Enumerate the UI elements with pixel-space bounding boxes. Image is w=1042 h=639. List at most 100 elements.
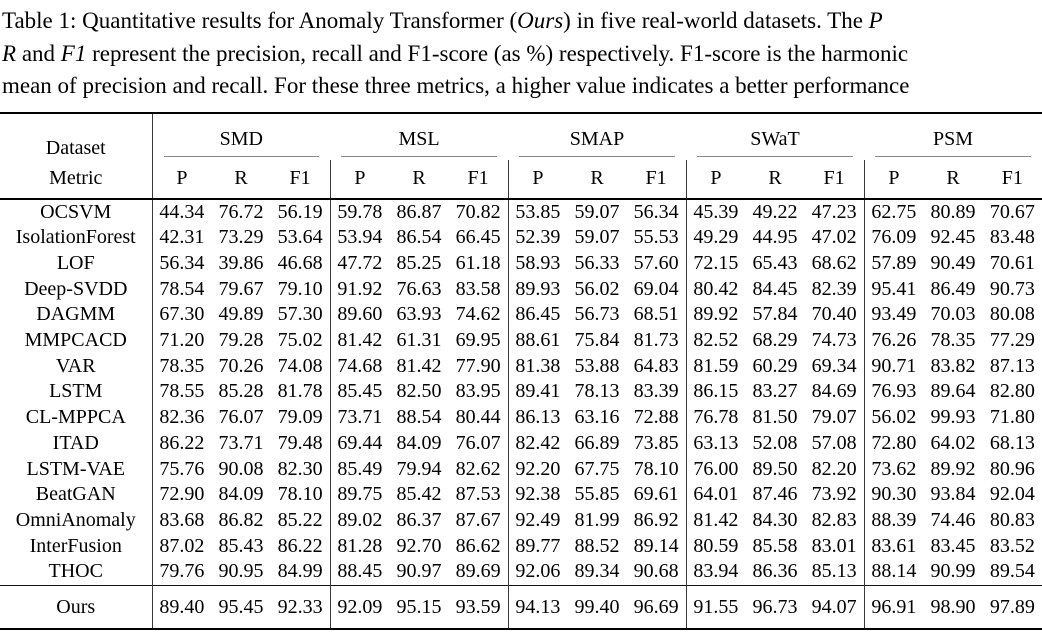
metric-value: 89.02	[329, 507, 390, 534]
metric-value: 73.85	[633, 431, 679, 454]
metric-value: 92.06	[507, 559, 568, 586]
metric-value: 99.93	[930, 406, 976, 429]
metric-value: 70.26	[218, 354, 264, 377]
table-row: InterFusion 87.02 85.43 86.22 81.28 92.70 86.6…	[0, 533, 1042, 560]
caption-text: mean of precision and recall. For these …	[2, 73, 910, 98]
group-header-psm: PSM	[864, 111, 1042, 160]
metric-f1: F1	[448, 159, 509, 200]
metric-value: 93.84	[930, 483, 976, 506]
metric-value: 81.73	[633, 329, 679, 352]
group-name: SMAP	[569, 127, 625, 150]
metric-value: 90.08	[218, 457, 264, 480]
caption-text: and	[16, 40, 61, 66]
metric-value: 81.38	[507, 353, 568, 380]
metric-value: 56.33	[574, 251, 620, 274]
group-name: MSL	[398, 127, 440, 150]
metric-value: 74.73	[811, 329, 857, 352]
metric-value: 99.40	[567, 585, 627, 631]
metric-value: 79.09	[277, 406, 323, 429]
caption-text: ) in five real-world datasets. The	[563, 8, 869, 33]
metric-value: 80.89	[930, 200, 976, 223]
cmidrule	[341, 155, 498, 157]
metric-value: 86.49	[930, 277, 976, 300]
metric-value: 90.73	[989, 277, 1035, 300]
metric-value: 86.87	[396, 200, 442, 223]
metric-value: 56.02	[863, 405, 924, 431]
table-caption: Table 1: Quantitative results for Anomal…	[0, 0, 1042, 112]
caption-text: Table 1: Quantitative results for Anomal…	[2, 8, 518, 33]
metric-value: 95.15	[389, 585, 449, 631]
group-header-swat: SWaT	[686, 111, 864, 160]
table-row: LOF 56.34 39.86 46.68 47.72 85.25 61.18 58.93 56…	[0, 250, 1042, 277]
metric-value: 78.35	[151, 353, 212, 380]
method-name: MMPCACD	[0, 328, 153, 354]
metric-value: 71.80	[989, 406, 1035, 429]
metric-value: 82.80	[989, 380, 1035, 403]
metric-value: 75.02	[277, 329, 323, 352]
metric-value: 63.16	[574, 406, 620, 429]
metric-value: 89.69	[455, 560, 501, 583]
metric-value: 52.08	[752, 431, 798, 454]
metric-value: 83.48	[989, 226, 1035, 249]
metric-value: 70.03	[930, 303, 976, 326]
metric-value: 86.54	[396, 226, 442, 249]
metric-value: 79.94	[396, 457, 442, 480]
metric-value: 80.83	[989, 508, 1035, 531]
metric-value: 95.45	[211, 585, 271, 631]
metric-value: 78.35	[930, 329, 976, 352]
cmidrule	[875, 155, 1031, 157]
metric-value: 88.52	[574, 534, 620, 557]
table-row: DAGMM 67.30 49.89 57.30 89.60 63.93 74.62 86.45…	[0, 302, 1042, 329]
metric-value: 72.88	[633, 406, 679, 429]
group-name: SWaT	[750, 127, 800, 150]
metric-value: 56.19	[277, 200, 323, 223]
table-footer: Ours 89.40 95.45 92.33 92.09 95.15 93.59 94.13 9…	[0, 585, 1042, 631]
table-header: Dataset SMD MSL SMAP SWaT PSM Metric P R…	[0, 111, 1042, 200]
metric-value: 84.09	[218, 483, 264, 506]
metric-value: 70.82	[455, 200, 501, 223]
metric-value: 88.54	[396, 406, 442, 429]
metric-value: 83.95	[455, 380, 501, 403]
metric-value: 80.96	[989, 457, 1035, 480]
metric-value: 55.53	[633, 226, 679, 249]
metric-value: 55.85	[574, 483, 620, 506]
table-row: VAR 78.35 70.26 74.08 74.68 81.42 77.90 81.38 53…	[0, 353, 1042, 380]
method-name: OCSVM	[0, 198, 153, 226]
metric-value: 94.07	[804, 585, 864, 631]
metric-value: 78.54	[151, 276, 212, 303]
metric-value: 89.92	[930, 457, 976, 480]
metric-value: 85.42	[396, 483, 442, 506]
metric-value: 79.10	[277, 277, 323, 300]
metric-value: 83.39	[633, 380, 679, 403]
metric-value: 57.84	[752, 303, 798, 326]
metric-f1: F1	[270, 159, 331, 200]
metric-value: 81.42	[329, 328, 390, 354]
metric-value: 84.30	[752, 508, 798, 531]
cmidrule	[519, 155, 676, 157]
metric-value: 94.13	[507, 585, 568, 631]
metric-value: 92.70	[396, 534, 442, 557]
method-name: VAR	[0, 353, 153, 380]
metric-value: 81.59	[685, 353, 746, 380]
metric-value: 84.45	[752, 277, 798, 300]
metric-value: 91.55	[685, 585, 746, 631]
metric-value: 92.20	[507, 456, 568, 483]
metric-value: 76.09	[863, 225, 924, 251]
metric-value: 57.08	[811, 431, 857, 454]
metric-value: 89.54	[989, 560, 1035, 583]
method-name: THOC	[0, 559, 153, 586]
metric-value: 86.22	[277, 534, 323, 557]
metric-value: 86.82	[218, 508, 264, 531]
metric-value: 88.61	[507, 328, 568, 354]
metric-value: 93.59	[448, 585, 509, 631]
cmidrule	[697, 155, 853, 157]
caption-line-3: mean of precision and recall. For these …	[2, 70, 1042, 103]
metric-value: 87.46	[752, 483, 798, 506]
metric-value: 59.07	[574, 226, 620, 249]
metric-value: 80.08	[989, 303, 1035, 326]
group-header-msl: MSL	[330, 111, 509, 160]
metric-value: 64.83	[633, 354, 679, 377]
metric-value: 86.36	[752, 560, 798, 583]
metric-value: 76.00	[685, 456, 746, 483]
method-name: IsolationForest	[0, 225, 153, 251]
